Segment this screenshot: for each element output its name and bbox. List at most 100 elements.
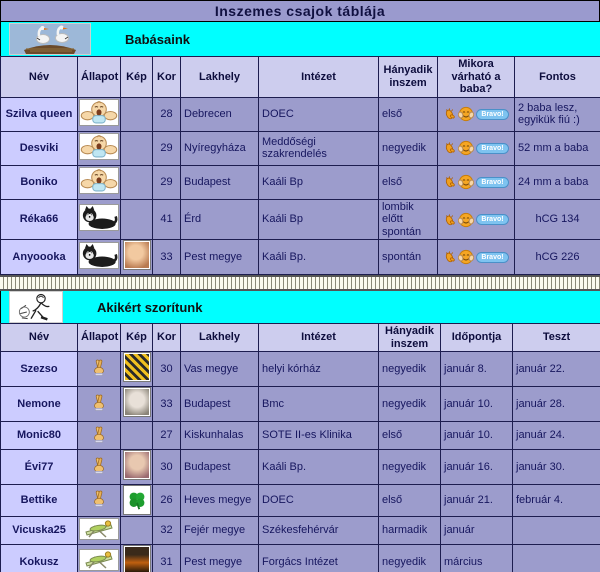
bravo-bubble-icon: Bravo!: [476, 108, 509, 120]
col-header-hanyadik-inszem: Hányadik inszem: [378, 323, 441, 353]
cell-kor: 29: [152, 164, 181, 200]
table-row: Anyoooka 33 Pest megye Kaáli Bp. spontán…: [0, 239, 600, 276]
cell-allapot: [77, 164, 121, 200]
sunbed-icon: [79, 549, 119, 572]
cell-nev: Bettike: [0, 483, 78, 517]
section-label-szoritunk: Akikért szorítunk: [97, 299, 203, 315]
cell-kep: [120, 130, 153, 166]
cell-lakhely: Vas megye: [180, 351, 259, 388]
cell-intezet: helyi kórház: [258, 351, 379, 388]
wave-hand-icon: [443, 141, 456, 155]
fingers-crossed-icon: [90, 454, 108, 476]
cell-nev: Desviki: [0, 130, 78, 166]
cell-idopontja: március: [440, 544, 513, 572]
cell-hanyadik: lombik előtt spontán: [378, 198, 438, 241]
cell-teszt: [512, 544, 600, 572]
cell-allapot: [77, 544, 121, 572]
cell-intezet: SOTE II-es Klinika: [258, 420, 379, 451]
cell-kep: [120, 351, 153, 388]
fingers-crossed-icon: [90, 487, 108, 509]
cell-kep: [120, 544, 153, 572]
col-header-intezet: Intézet: [258, 323, 379, 353]
cell-allapot: [77, 96, 121, 132]
cell-kep: [120, 386, 153, 422]
col-header-kor: Kor: [152, 323, 181, 353]
cell-lakhely: Érd: [180, 198, 259, 241]
cell-nev: Anyoooka: [0, 239, 78, 276]
cell-teszt: január 30.: [512, 449, 600, 485]
cell-allapot: [77, 515, 121, 546]
wave-hand-icon: [443, 107, 456, 121]
szoritunk-table: Név Állapot Kép Kor Lakhely Intézet Hány…: [0, 323, 600, 572]
col-header-intezet: Intézet: [258, 56, 379, 98]
cat-icon: [79, 241, 119, 269]
page-title: Inszemes csajok táblája: [214, 3, 386, 19]
table-row: Nemone 33 Budapest Bmc negyedik január 1…: [0, 386, 600, 422]
table-row: Monic80 27 Kiskunhalas SOTE II-es Klinik…: [0, 420, 600, 451]
cell-kep: [120, 483, 153, 517]
cell-mikora: Bravo!: [437, 96, 515, 132]
col-header-idopontja: Időpontja: [440, 323, 513, 353]
cell-kep: [120, 420, 153, 451]
cell-hanyadik: első: [378, 483, 441, 517]
cell-nev: Boniko: [0, 164, 78, 200]
cell-kor: 33: [152, 386, 181, 422]
cell-kep: [120, 515, 153, 546]
clover-icon: [122, 485, 151, 515]
face-photo: [122, 387, 151, 418]
cell-hanyadik: spontán: [378, 239, 438, 276]
cell-allapot: [77, 420, 121, 451]
cell-lakhely: Debrecen: [180, 96, 259, 132]
cell-kor: 32: [152, 515, 181, 546]
col-header-mikora-varhato: Mikora várható a baba?: [437, 56, 515, 98]
cell-teszt: február 4.: [512, 483, 600, 517]
cell-nev: Kokusz: [0, 544, 78, 572]
clapping-face-icon: [458, 212, 474, 228]
col-header-fontos: Fontos: [514, 56, 600, 98]
stork-nest-icon: [9, 23, 91, 55]
col-header-allapot: Állapot: [77, 56, 121, 98]
cell-lakhely: Budapest: [180, 449, 259, 485]
sunbed-icon: [79, 517, 119, 540]
cell-nev: Vicuska25: [0, 515, 78, 546]
babasaink-table: Név Állapot Kép Kor Lakhely Intézet Hány…: [0, 56, 600, 276]
cell-mikora: Bravo!: [437, 164, 515, 200]
cell-nev: Monic80: [0, 420, 78, 451]
cell-hanyadik: negyedik: [378, 386, 441, 422]
cell-mikora: Bravo!: [437, 239, 515, 276]
table-row: Desviki 29 Nyíregyháza Meddőségi szakren…: [0, 130, 600, 166]
fingers-crossed-icon: [90, 391, 108, 413]
col-header-hanyadik-inszem: Hányadik inszem: [378, 56, 438, 98]
cell-intezet: DOEC: [258, 483, 379, 517]
section-label-babasaink: Babásaink: [125, 31, 191, 47]
cell-idopontja: január: [440, 515, 513, 546]
col-header-nev: Név: [0, 56, 78, 98]
cell-lakhely: Kiskunhalas: [180, 420, 259, 451]
col-header-kep: Kép: [120, 323, 153, 353]
cell-hanyadik: első: [378, 164, 438, 200]
clapping-face-icon: [458, 106, 474, 122]
baby-photo: [122, 450, 151, 481]
clapping-face-icon: [458, 249, 474, 265]
table-row: Évi77 30 Budapest Kaáli Bp. negyedik jan…: [0, 449, 600, 485]
cat-icon: [79, 204, 119, 232]
cell-hanyadik: első: [378, 420, 441, 451]
bee-photo: [122, 352, 151, 383]
table-header-row: Név Állapot Kép Kor Lakhely Intézet Hány…: [0, 56, 600, 98]
table-header-row: Név Állapot Kép Kor Lakhely Intézet Hány…: [0, 323, 600, 353]
cell-lakhely: Nyíregyháza: [180, 130, 259, 166]
cell-mikora: Bravo!: [437, 198, 515, 241]
col-header-kor: Kor: [152, 56, 181, 98]
cell-intezet: Forgács Intézet: [258, 544, 379, 572]
table-row: Szilva queen 28 Debrecen DOEC első Bravo…: [0, 96, 600, 132]
fingers-crossed-icon: [90, 423, 108, 445]
cell-kep: [120, 96, 153, 132]
cell-allapot: [77, 483, 121, 517]
cell-fontos: 24 mm a baba: [514, 164, 600, 200]
table-row: Réka66 41 Érd Kaáli Bp lombik előtt spon…: [0, 198, 600, 241]
cell-kep: [120, 164, 153, 200]
baby-icon: [79, 99, 119, 127]
cell-teszt: [512, 515, 600, 546]
cell-nev: Évi77: [0, 449, 78, 485]
